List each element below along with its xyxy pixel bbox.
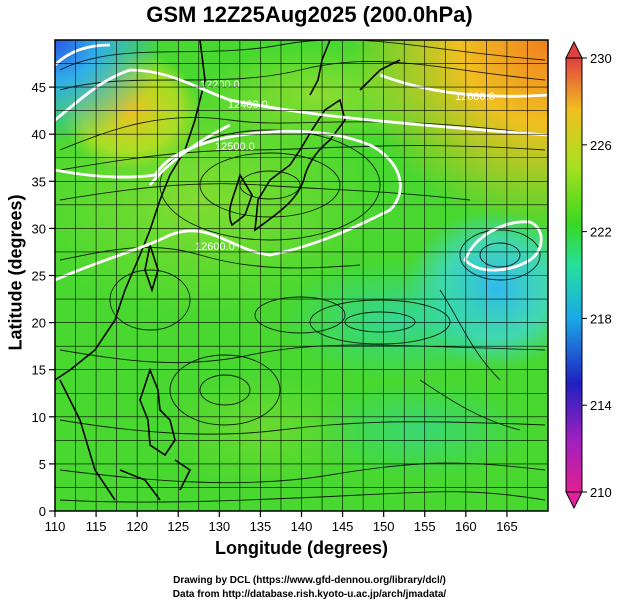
drawing-credit: Drawing by DCL (https://www.gfd-dennou.o… [173, 575, 446, 586]
x-tick-label: 150 [373, 519, 395, 534]
y-tick-label: 40 [32, 127, 46, 142]
colorbar-min-triangle [565, 491, 583, 510]
colorbar-tick-label: 210 [590, 485, 612, 500]
contour-line [148, 123, 231, 186]
colorbar: 210 214 218 222 226 230 [565, 40, 612, 510]
colorbar-max-triangle [565, 40, 583, 59]
grid-lines [54, 39, 549, 512]
coastlines [55, 40, 401, 501]
x-tick-label: 125 [167, 519, 189, 534]
x-tick-label: 160 [455, 519, 477, 534]
contour-line [463, 220, 543, 272]
y-tick-label: 15 [32, 363, 46, 378]
y-tick-label: 0 [39, 504, 46, 519]
height-contours [55, 43, 548, 282]
y-tick-label: 45 [32, 80, 46, 95]
colorbar-tick-label: 222 [590, 225, 612, 240]
x-tick-label: 120 [126, 519, 148, 534]
x-axis-title: Longitude (degrees) [214, 538, 388, 558]
x-tick-label: 140 [291, 519, 313, 534]
contour-line [55, 129, 402, 282]
x-tick-label: 115 [86, 519, 107, 534]
contour-label: 12500.0 [215, 141, 255, 153]
chart-title: GSM 12Z25Aug2025 (200.0hPa) [146, 2, 473, 27]
colorbar-tick-label: 214 [590, 398, 612, 413]
colorbar-tick-label: 226 [590, 138, 612, 153]
y-tick-label: 30 [32, 221, 46, 236]
x-tick-label: 110 [45, 519, 66, 534]
contour-line [55, 43, 111, 67]
contour-label: 12200.0 [200, 79, 240, 91]
x-tick-label: 165 [496, 519, 518, 534]
data-credit: Data from http://database.rish.kyoto-u.a… [172, 589, 447, 600]
colorbar-tick-label: 230 [590, 51, 612, 66]
contour-label: 12400.0 [228, 99, 268, 111]
x-axis-ticks: 110 115 120 125 130 135 140 145 150 155 160 165 [45, 511, 518, 534]
y-axis-ticks: 0 5 10 15 20 25 30 35 40 45 [32, 80, 55, 519]
contour-label: 12600.0 [195, 241, 235, 253]
x-tick-label: 130 [208, 519, 230, 534]
y-tick-label: 35 [32, 174, 46, 189]
x-tick-label: 135 [250, 519, 272, 534]
x-tick-label: 145 [332, 519, 354, 534]
contour-labels: 12200.0 12400.0 12500.0 12600.0 12600.0 [195, 79, 495, 253]
contour-line [379, 73, 548, 98]
y-tick-label: 10 [32, 410, 46, 425]
y-tick-label: 25 [32, 269, 46, 284]
x-tick-label: 155 [414, 519, 436, 534]
wind-streamlines [59, 40, 546, 503]
contour-line [55, 68, 548, 137]
contour-label: 12600.0 [455, 91, 495, 103]
y-tick-label: 5 [39, 457, 46, 472]
y-tick-label: 20 [32, 316, 46, 331]
colorbar-tick-label: 218 [590, 311, 612, 326]
colorbar-scale [565, 57, 583, 493]
